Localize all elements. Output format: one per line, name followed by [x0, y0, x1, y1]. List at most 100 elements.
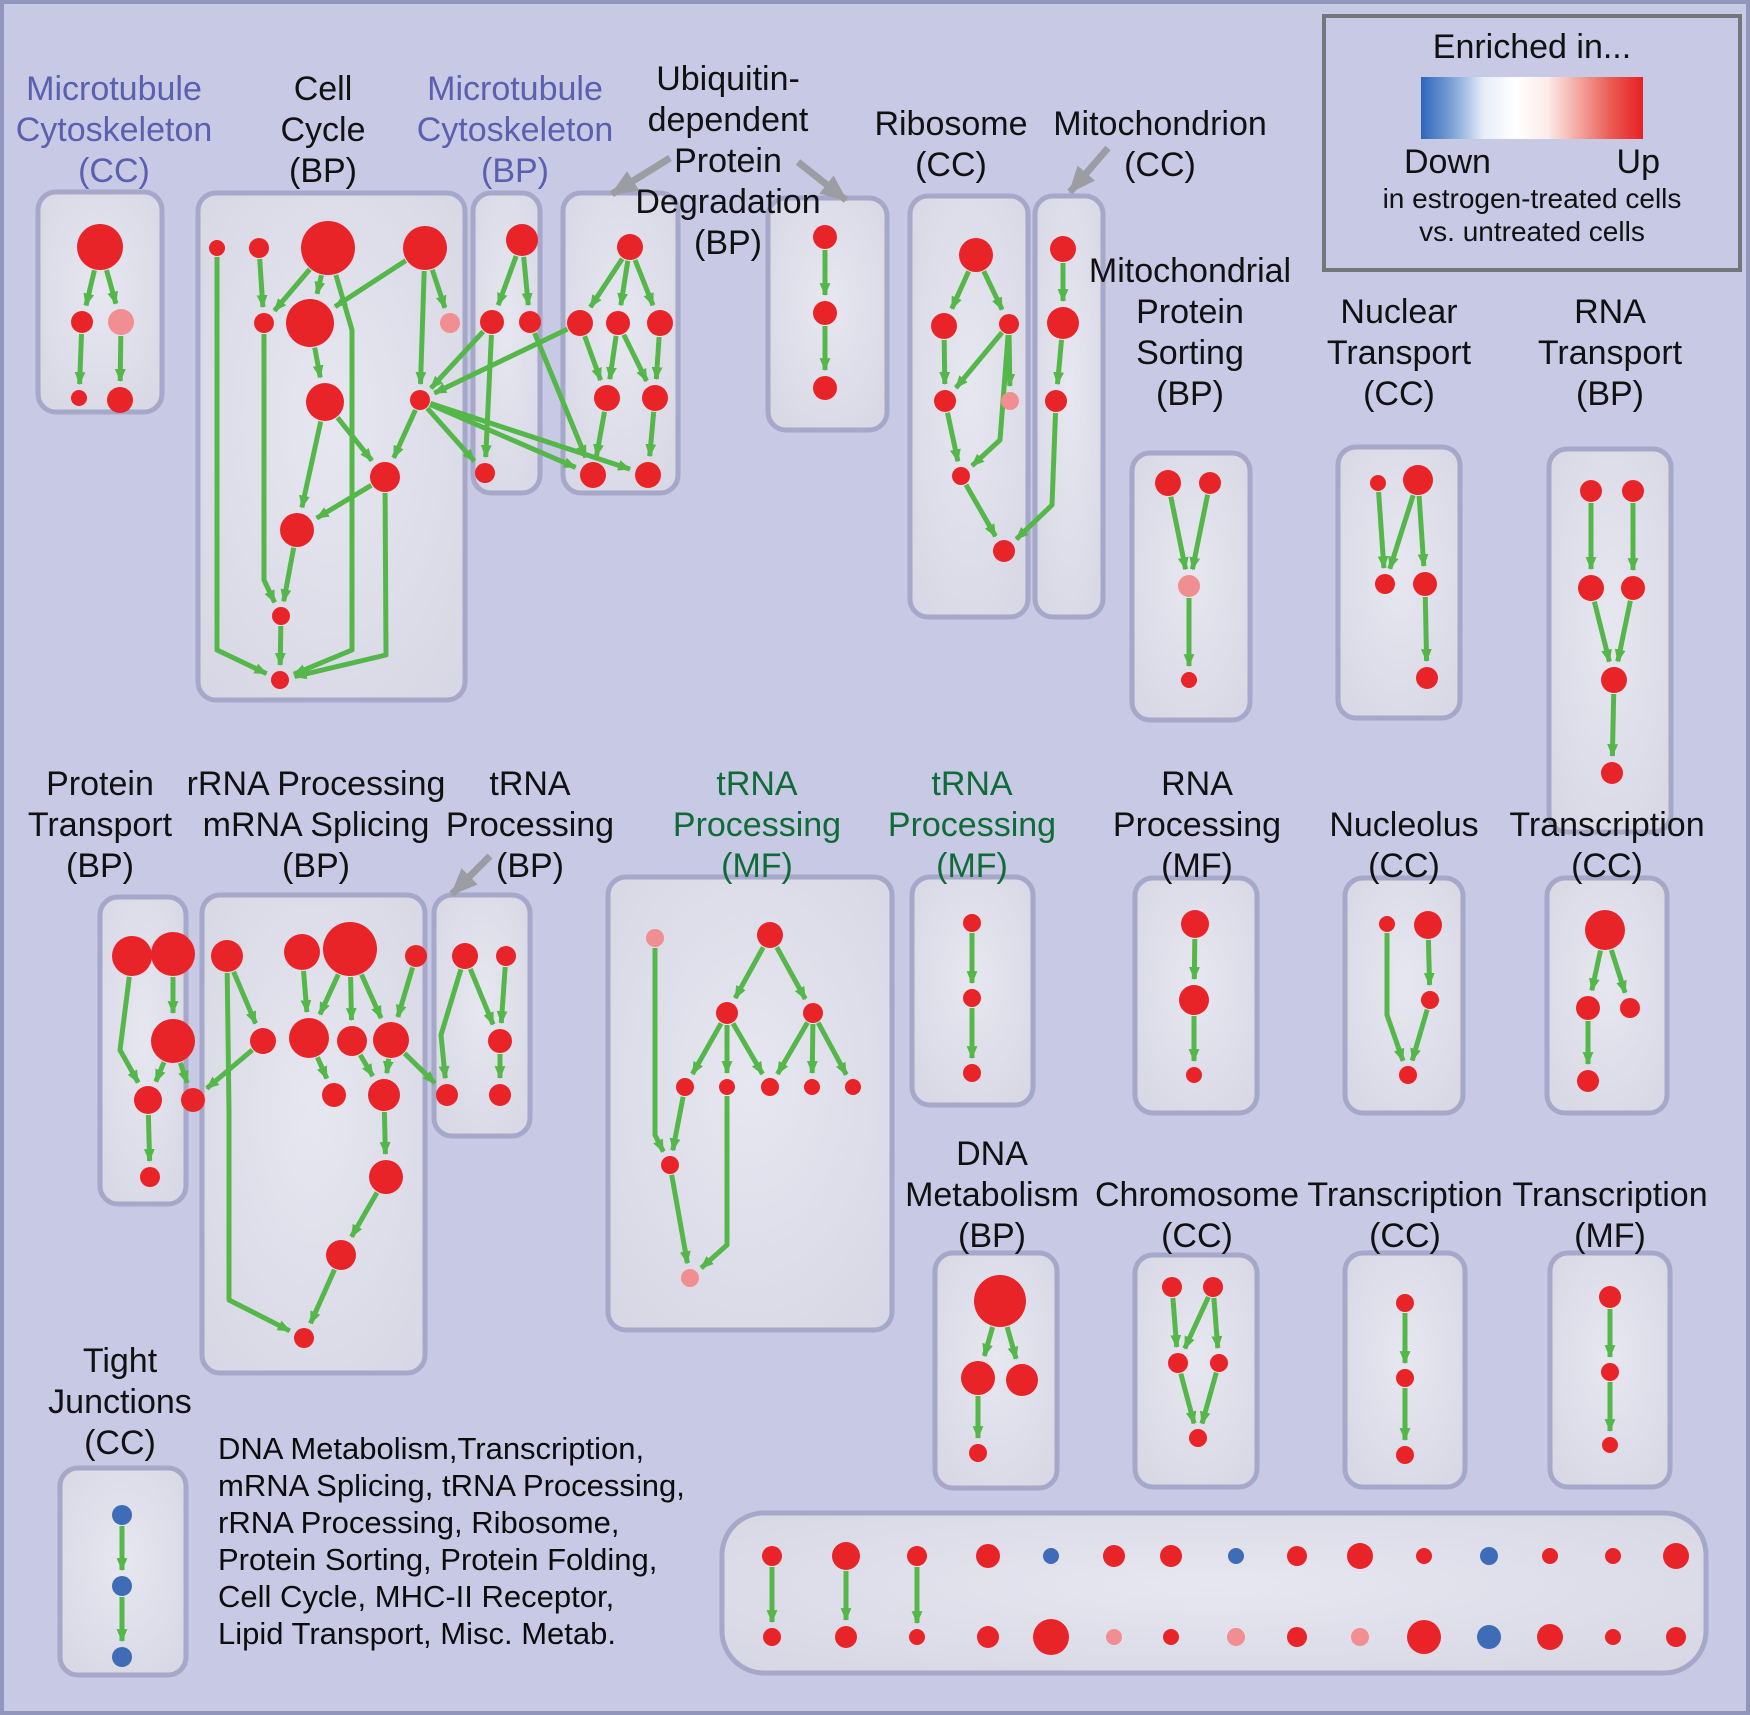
edge-arrow-u2-c9	[433, 326, 569, 396]
box-label-l_pt: Protein Transport (BP)	[28, 765, 173, 885]
gene-node-u3	[606, 311, 630, 335]
edge-arrow-p3-p4	[153, 1061, 167, 1083]
box-label-l_rrna: rRNA Processing mRNA Splicing (BP)	[187, 765, 446, 885]
gene-node-wt13	[1542, 1548, 1558, 1564]
gene-node-wt2	[832, 1542, 860, 1570]
edge-arrow-o3-o5	[1591, 600, 1612, 663]
edge-arrow-f2-f4	[774, 946, 808, 1001]
gene-node-f2	[757, 922, 783, 948]
gene-node-z1	[1396, 1294, 1414, 1312]
edge-arrow-f4-f9	[816, 1021, 849, 1076]
edge-arrow-s1-s3	[1168, 496, 1189, 571]
box-label-l_cc: Cell Cycle (BP)	[280, 70, 365, 190]
gene-node-n4	[1413, 572, 1437, 596]
edge-arrow-u5-u7	[593, 411, 607, 458]
edge-arrow-c8-c10	[335, 416, 374, 463]
gene-node-wb1	[763, 1628, 781, 1646]
gene-node-c9	[410, 390, 430, 410]
edge-arrow-f5-f10	[669, 1096, 686, 1152]
gene-node-g2	[284, 934, 320, 970]
edge-arrow-h2-h3	[496, 966, 508, 1025]
edge-arrow-r6-r7	[963, 483, 998, 538]
box-label-l_mtbp: Microtubule Cytoskeleton (BP)	[417, 70, 614, 190]
edge-arrow-m1-m2	[83, 269, 97, 307]
gene-node-wb9	[1287, 1627, 1307, 1647]
edge-arrow-f4-f7	[775, 1021, 810, 1076]
edge-arrow-c1-c13	[214, 257, 268, 676]
edge-arrow-n2-n4	[1416, 495, 1429, 568]
gene-node-c4	[403, 226, 447, 270]
edge-arrow-t3-u7	[532, 332, 589, 459]
edge-arrow-h1-h4	[438, 968, 464, 1080]
gene-node-r6	[952, 467, 970, 485]
gene-node-p6	[140, 1167, 160, 1187]
gene-node-k1	[1162, 1277, 1182, 1297]
gene-node-wb5	[1033, 1619, 1069, 1655]
edge-arrow-u6-u8	[645, 411, 657, 458]
cluster-note: DNA Metabolism,Transcription, mRNA Splic…	[218, 1430, 685, 1652]
edge-arrow-n1-n3	[1376, 491, 1389, 570]
gene-node-u7	[580, 462, 606, 488]
gene-node-n1	[1370, 475, 1386, 491]
gene-node-g1	[211, 940, 243, 972]
box-label-l_nuc: Nucleolus (CC)	[1329, 806, 1478, 885]
edge-arrow-p4-p6	[143, 1114, 155, 1163]
legend: Enriched in... Down Up in estrogen-treat…	[1322, 14, 1742, 272]
gene-node-m4	[71, 390, 87, 406]
gene-node-u1	[617, 234, 643, 260]
gene-node-p3	[151, 1019, 195, 1063]
gene-node-g10	[368, 1079, 400, 1111]
gene-node-g11	[369, 1160, 403, 1194]
legend-down-label: Down	[1404, 143, 1491, 181]
legend-endpoints: Down Up	[1404, 143, 1660, 182]
box-label-l_nt: Nuclear Transport (CC)	[1327, 293, 1472, 413]
edge-arrow-c9-u8	[429, 401, 632, 472]
gene-node-o6	[1601, 762, 1623, 784]
gene-node-j1	[1599, 1286, 1621, 1308]
edge-arrow-r3-r4	[953, 330, 1004, 390]
go-term-box-b_tj	[57, 1465, 189, 1678]
gene-node-r4	[934, 390, 956, 412]
label-pointer-arrow	[449, 853, 493, 897]
gene-node-c7	[440, 313, 460, 333]
edge-arrow-g2-g6	[300, 970, 312, 1014]
gene-node-k3	[1168, 1353, 1188, 1373]
gene-node-wt4	[976, 1544, 1000, 1568]
edge-arrow-t1-t3	[521, 256, 533, 307]
gene-node-d1	[974, 1275, 1026, 1327]
gene-node-tj1	[112, 1505, 132, 1525]
edge-arrow-k2-k3	[1182, 1295, 1211, 1350]
gene-node-t2	[480, 310, 504, 334]
go-term-box-b_mit	[1032, 193, 1106, 620]
gene-node-n5	[1416, 667, 1438, 689]
legend-up-label: Up	[1616, 143, 1660, 181]
label-pointer-arrow	[610, 155, 672, 197]
gene-node-w1	[1181, 910, 1209, 938]
gene-node-g8	[373, 1022, 409, 1058]
gene-node-r7	[993, 540, 1015, 562]
gene-node-g7	[337, 1026, 367, 1056]
gene-node-j2	[1601, 1363, 1619, 1381]
gene-node-wt15	[1663, 1543, 1689, 1569]
box-label-l_trmf1: tRNA Processing (MF)	[673, 765, 841, 885]
gene-node-wt7	[1160, 1545, 1182, 1567]
gene-node-f11	[681, 1269, 699, 1287]
legend-gradient-bar	[1421, 77, 1643, 139]
gene-node-s1	[1155, 470, 1181, 496]
gene-node-wb11	[1407, 1620, 1441, 1654]
gene-node-f4	[803, 1003, 823, 1023]
gene-node-m3	[108, 309, 134, 335]
gene-node-u8	[635, 462, 661, 488]
edge-arrow-c4-c7	[429, 269, 448, 309]
box-label-l_chr: Chromosome (CC)	[1095, 1176, 1299, 1255]
go-term-box-b_chr	[1132, 1252, 1260, 1490]
gene-node-h5	[489, 1084, 511, 1106]
gene-node-e3	[963, 1064, 981, 1082]
gene-node-o2	[1622, 480, 1644, 502]
edge-arrow-c4-c9	[415, 270, 427, 386]
cluster-note-line: DNA Metabolism,Transcription,	[218, 1431, 645, 1466]
gene-node-d3	[1006, 1364, 1038, 1396]
gene-node-wb12	[1477, 1625, 1501, 1649]
